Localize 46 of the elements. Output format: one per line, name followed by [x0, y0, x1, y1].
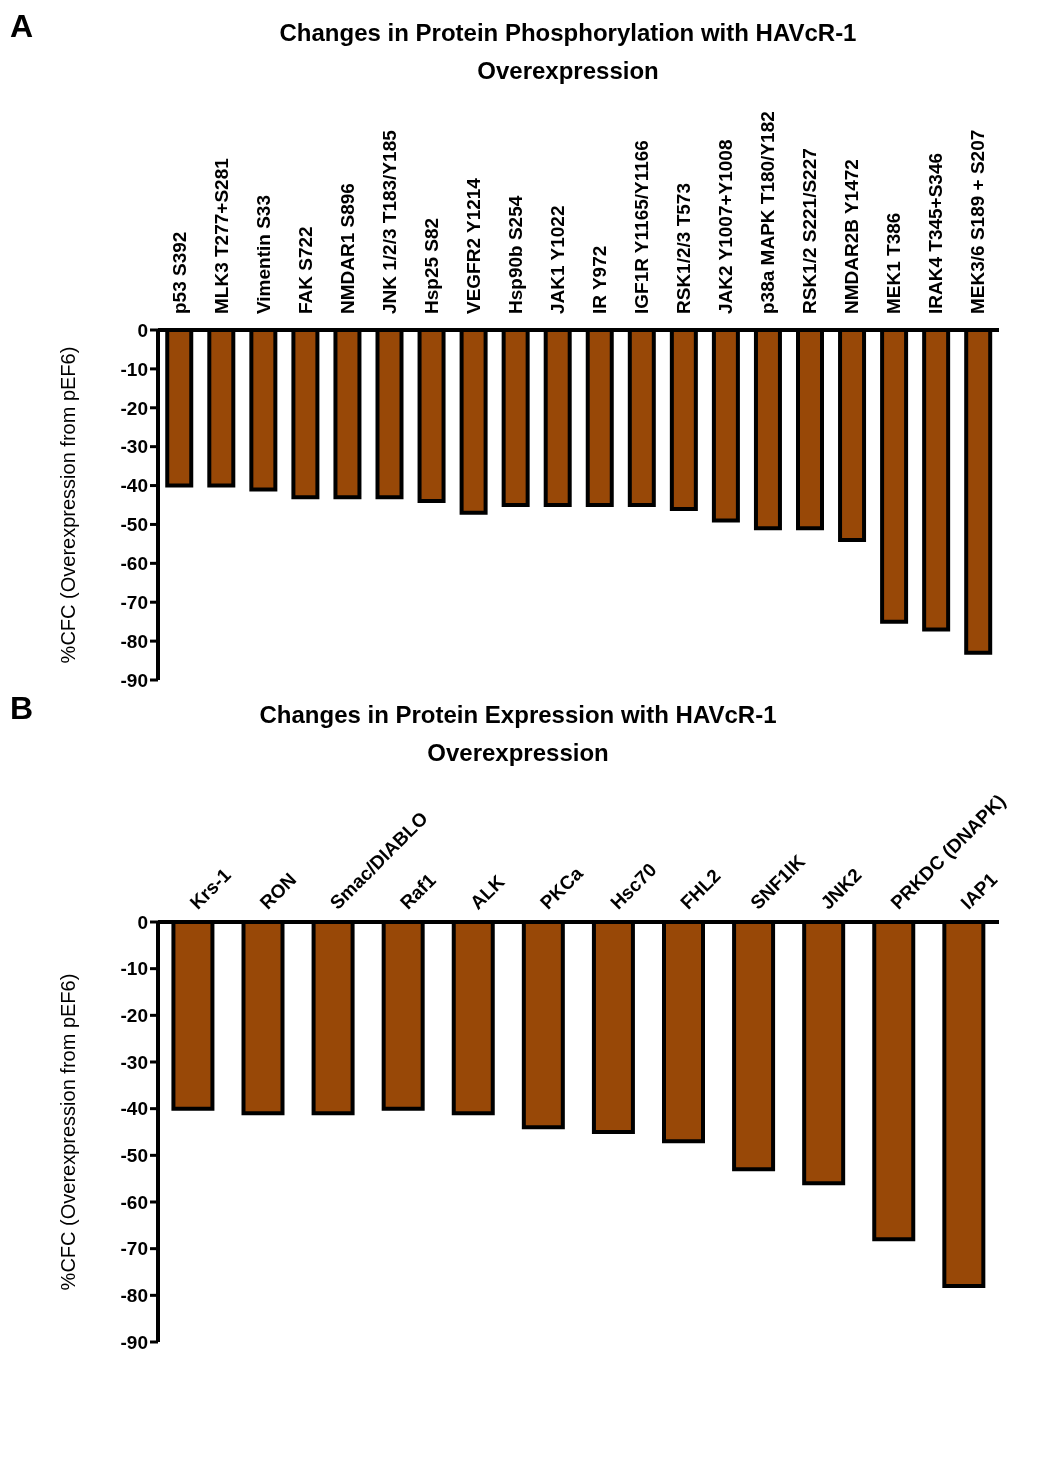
- x-tick-label: p53 S392: [168, 231, 190, 314]
- y-tick-label: -40: [120, 475, 148, 497]
- x-tick-label: RSK1/2 S221/S227: [799, 148, 821, 314]
- x-tick-label: IGF1R Y1165/Y1166: [631, 140, 653, 314]
- x-tick-label: JAK2 Y1007+Y1008: [715, 139, 737, 314]
- y-tick-label: -20: [120, 1005, 148, 1027]
- x-tick-label: JNK 1/2/3 T183/Y185: [378, 129, 400, 314]
- text: B: [10, 690, 34, 727]
- y-tick-label: -70: [120, 591, 148, 613]
- y-tick-label: -20: [120, 397, 148, 419]
- y-axis-title: %CFC (Overexpression from pEF6): [57, 973, 80, 1291]
- text: A: [10, 8, 34, 45]
- y-tick-label: -30: [120, 1051, 148, 1073]
- x-tick-label: NMDAR1 S896: [336, 183, 358, 314]
- x-tick-label: MEK3/6 S189 + S207: [967, 129, 989, 314]
- x-tick-label: p38a MAPK T180/Y182: [757, 111, 779, 314]
- x-tick-label: Hsp90b S254: [504, 195, 526, 314]
- y-tick-label: 0: [137, 319, 148, 341]
- x-tick-label: IR Y972: [589, 245, 611, 314]
- x-tick-label: RSK1/2/3 T573: [673, 183, 695, 314]
- chart-title: Changes in Protein Phosphorylation with HAVcR-1 Overexpression: [278, 18, 858, 86]
- x-tick-label: Hsp25 S82: [420, 217, 442, 314]
- x-tick-label: FAK S722: [294, 226, 316, 314]
- x-tick-label: VEGFR2 Y1214: [462, 177, 484, 314]
- y-tick-label: 0: [137, 911, 148, 933]
- y-tick-label: -80: [120, 1285, 148, 1307]
- x-tick-label: MLK3 T277+S281: [210, 157, 232, 314]
- y-tick-label: -10: [120, 358, 148, 380]
- x-tick-label: IRAK4 T345+S346: [925, 152, 947, 314]
- x-tick-label: JAK1 Y1022: [546, 205, 568, 314]
- y-tick-label: -30: [120, 436, 148, 458]
- y-tick-label: -50: [120, 1145, 148, 1167]
- y-tick-label: -60: [120, 553, 148, 575]
- y-tick-label: -10: [120, 958, 148, 980]
- chart-title: Changes in Protein Expression with HAVcR-1 Overexpression: [258, 700, 778, 768]
- x-tick-label: NMDAR2B Y1472: [841, 159, 863, 314]
- y-tick-label: -70: [120, 1238, 148, 1260]
- y-tick-label: -50: [120, 514, 148, 536]
- y-tick-label: -60: [120, 1191, 148, 1213]
- y-tick-label: -90: [120, 669, 148, 691]
- x-tick-label: Vimentin S33: [252, 195, 274, 314]
- y-axis-title: %CFC (Overexpression from pEF6): [57, 346, 80, 664]
- y-tick-label: -80: [120, 630, 148, 652]
- x-tick-label: MEK1 T386: [883, 212, 905, 314]
- y-tick-label: -90: [120, 1331, 148, 1353]
- y-tick-label: -40: [120, 1098, 148, 1120]
